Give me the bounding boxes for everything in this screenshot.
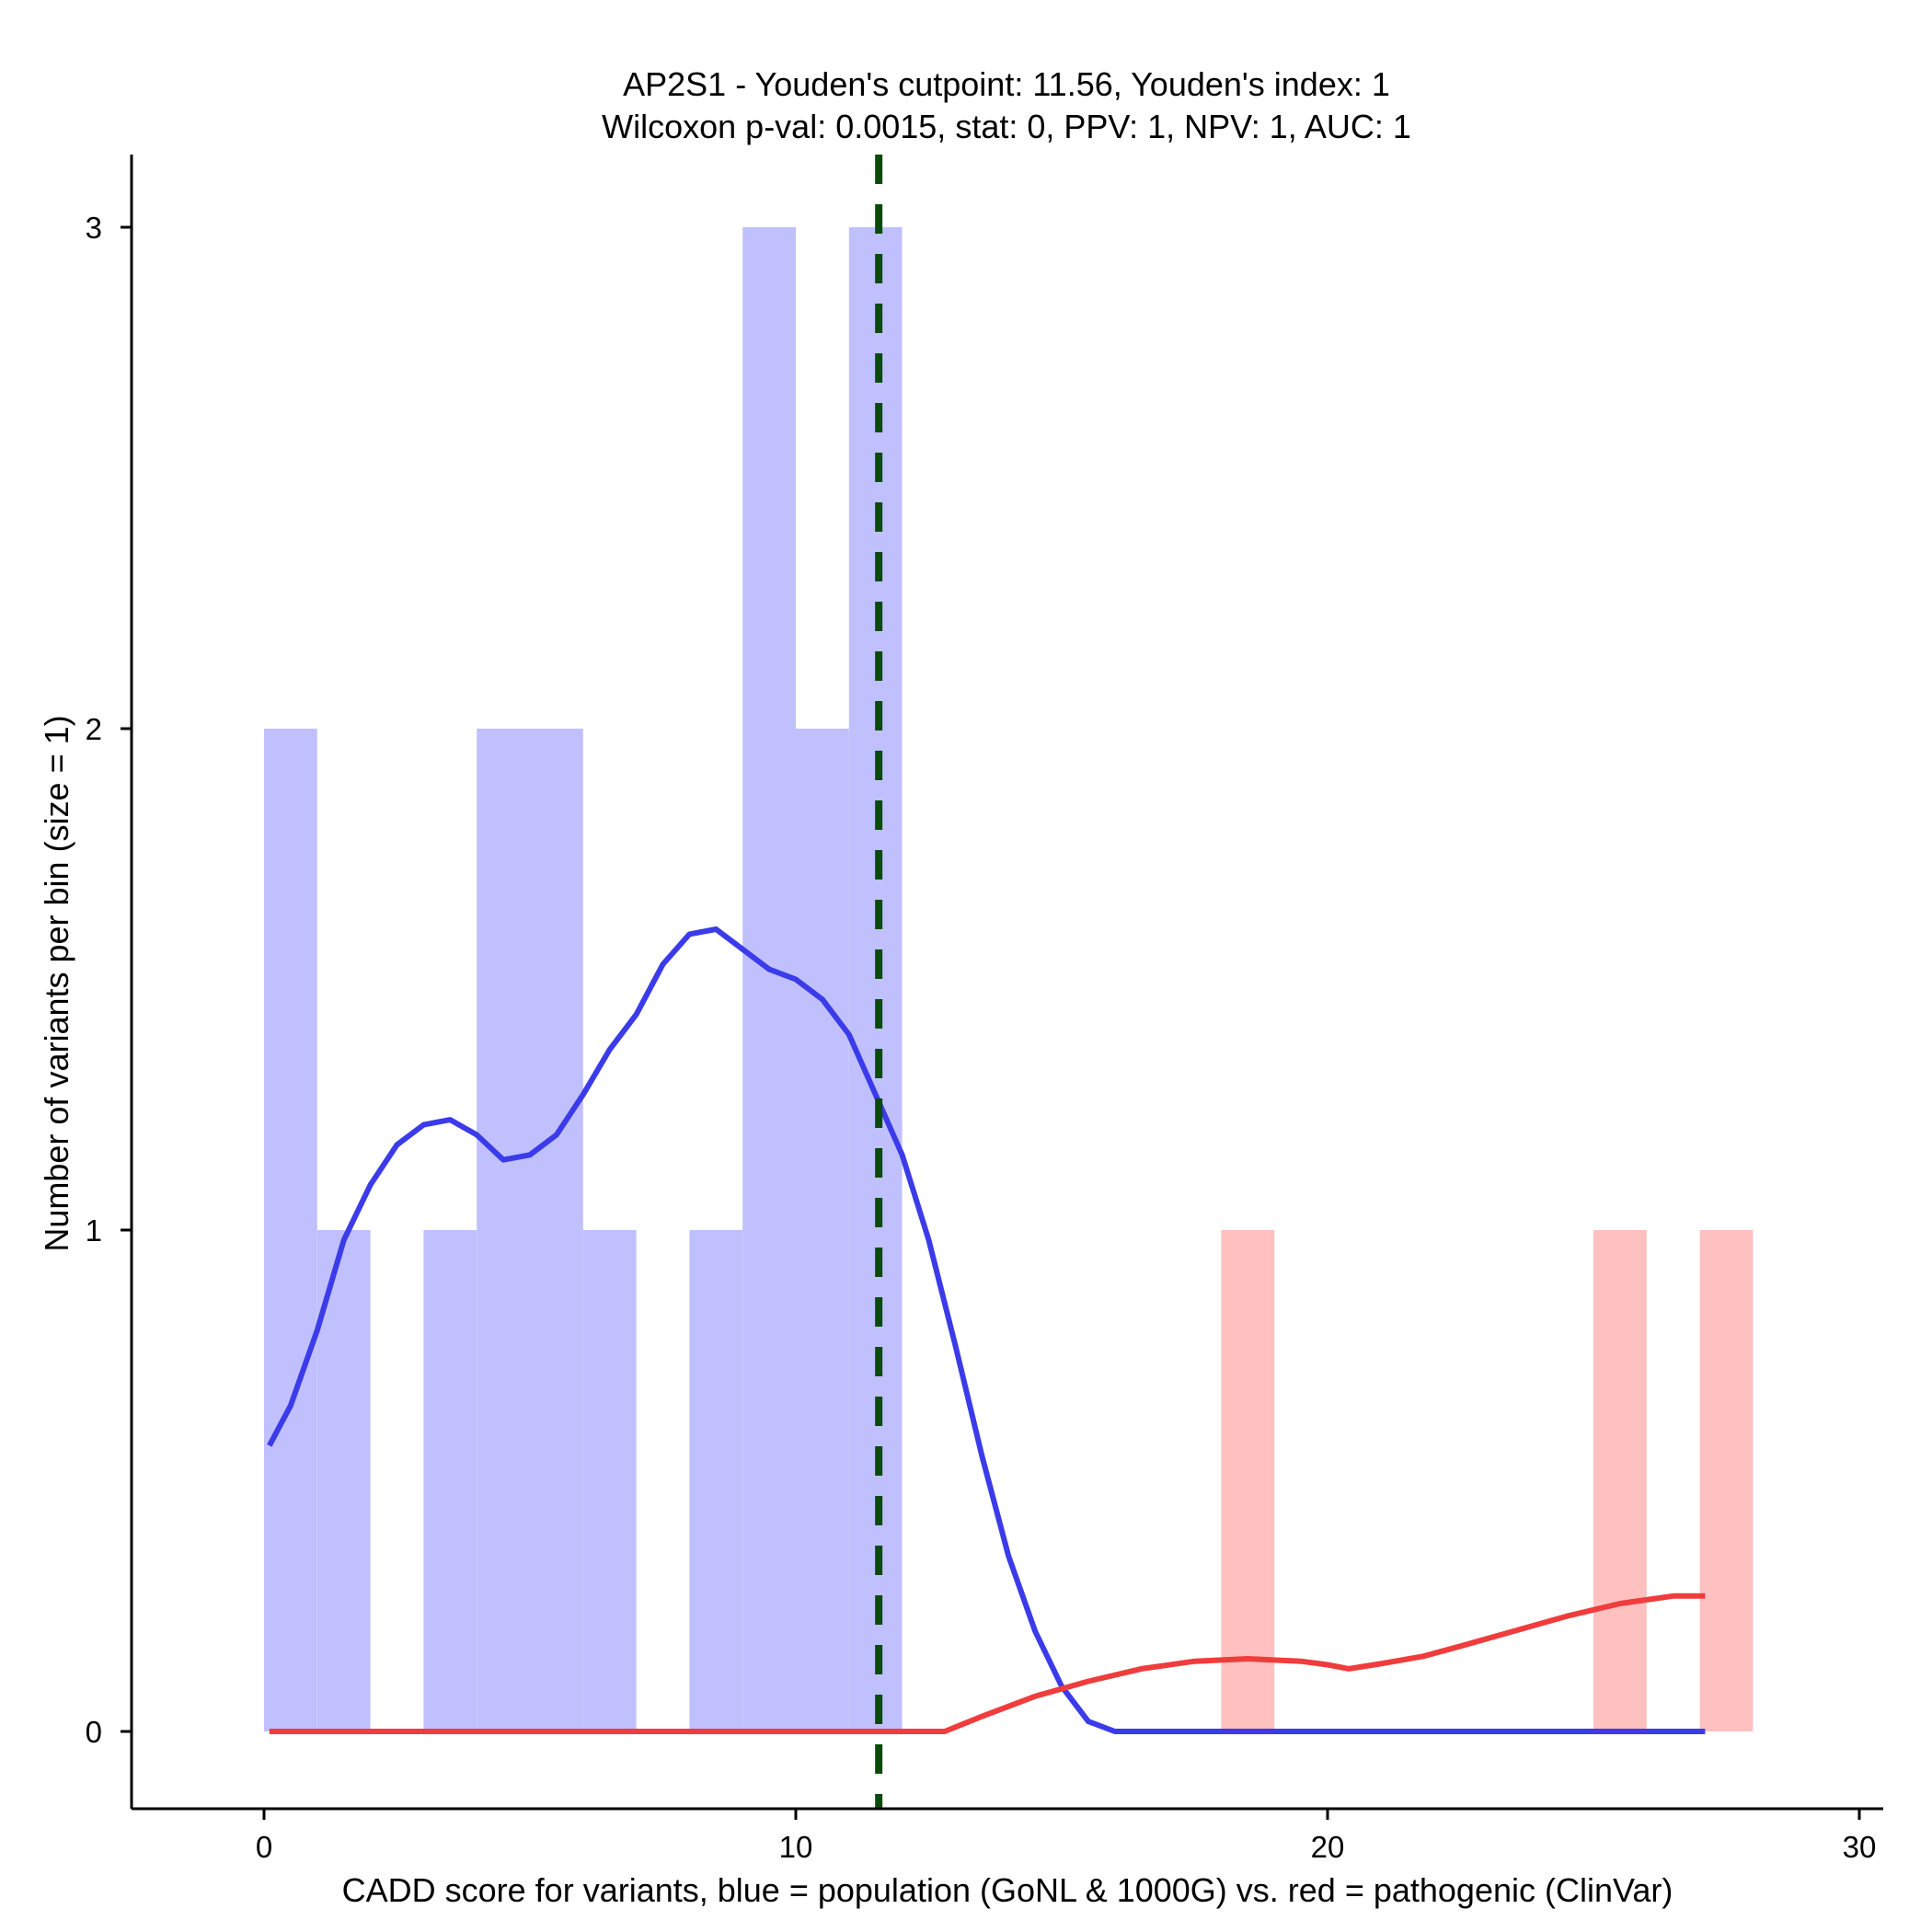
x-axis-title: CADD score for variants, blue = populati… [342, 1871, 1673, 1909]
histogram-bars [264, 227, 1754, 1731]
chart-subtitle: Wilcoxon p-val: 0.0015, stat: 0, PPV: 1,… [602, 108, 1411, 145]
x-tick-label-10: 10 [779, 1830, 813, 1864]
y-tick-label-2: 2 [86, 712, 102, 746]
bar-population-6 [582, 1230, 637, 1731]
tick-marks: 0 10 20 30 0 1 2 3 [86, 211, 1877, 1864]
bar-population-9 [742, 227, 796, 1731]
chart-title: AP2S1 - Youden's cutpoint: 11.56, Youden… [623, 65, 1390, 103]
bar-pathogenic-25 [1593, 1230, 1647, 1731]
y-tick-label-3: 3 [86, 211, 102, 245]
bar-population-0 [264, 729, 317, 1731]
y-tick-label-0: 0 [86, 1715, 102, 1749]
bar-population-1 [316, 1230, 371, 1731]
bar-population-4 [477, 729, 530, 1731]
bar-population-3 [423, 1230, 477, 1731]
bar-pathogenic-27 [1699, 1230, 1754, 1731]
bar-pathogenic-18 [1221, 1230, 1275, 1731]
bar-population-10 [796, 729, 849, 1731]
density-line-population [267, 926, 1706, 1734]
y-axis-title: Number of variants per bin (size = 1) [38, 715, 75, 1251]
bar-population-8 [689, 1230, 743, 1731]
x-tick-label-20: 20 [1311, 1830, 1345, 1864]
x-tick-label-30: 30 [1843, 1830, 1877, 1864]
density-line-pathogenic [269, 1593, 1706, 1734]
bar-population-5 [530, 729, 583, 1731]
y-tick-label-1: 1 [86, 1213, 102, 1248]
x-tick-label-0: 0 [256, 1830, 272, 1864]
axes [130, 155, 1883, 1811]
density-lines [267, 926, 1706, 1734]
